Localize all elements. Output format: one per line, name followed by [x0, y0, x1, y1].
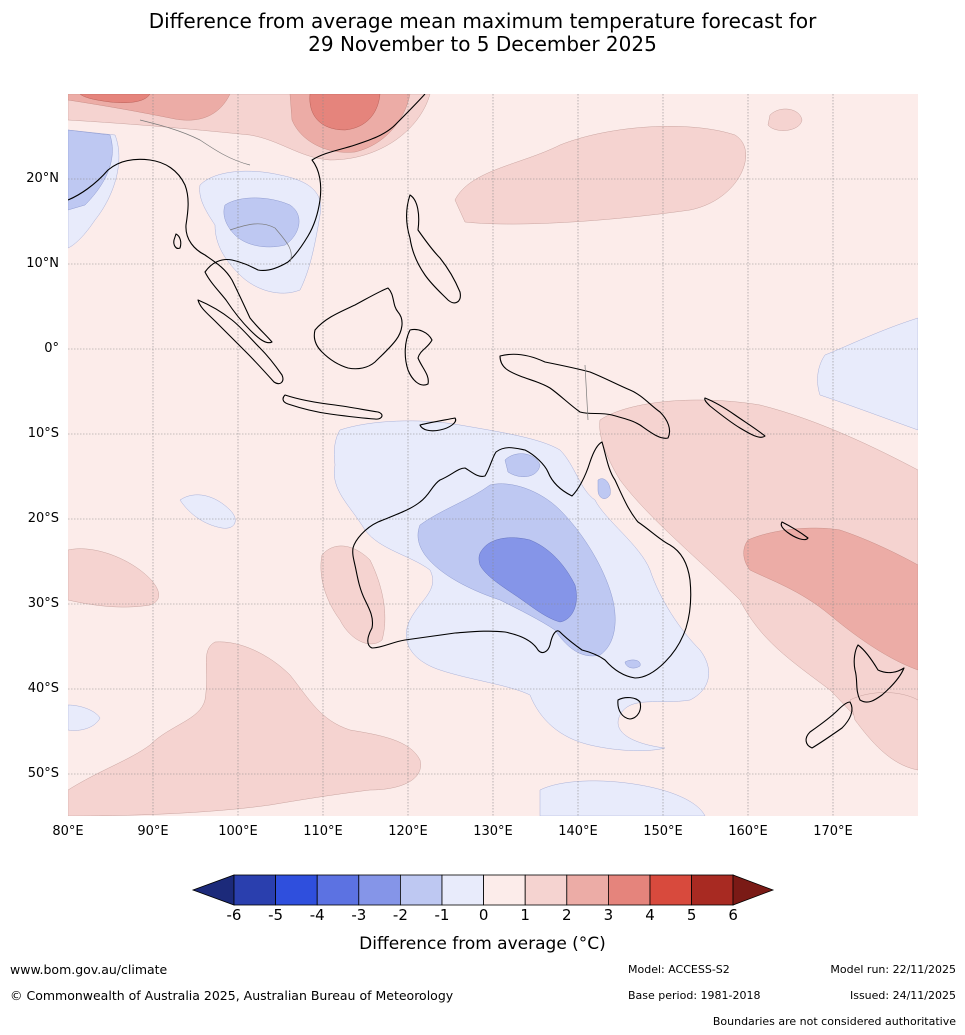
anomaly-1-to-2-east [849, 692, 918, 771]
anomaly-minus2-to-minus1-queensland [597, 478, 611, 499]
sumatra-coastline [197, 299, 284, 385]
tasmania-coastline [617, 697, 642, 720]
colorbar-tick-label: 4 [645, 906, 655, 924]
lon-label: 80°E [52, 824, 84, 839]
lat-label: 0° [44, 341, 59, 356]
colorbar-tick-label: -3 [351, 906, 367, 924]
anomaly-3-to-4-china [309, 94, 381, 131]
colorbar-tick-label: -5 [268, 906, 284, 924]
colorbar-tick-label: 5 [686, 906, 697, 924]
colorbar-segment [399, 874, 443, 906]
country-borders [139, 119, 589, 421]
lat-label: 50°S [27, 766, 59, 781]
new-caledonia-coastline [780, 521, 809, 541]
model-name: Model: ACCESS-S2 [628, 963, 730, 976]
colorbar-segment [608, 874, 651, 906]
borneo-coastline [313, 287, 403, 370]
philippines-coastline [406, 194, 461, 304]
forecast-map [68, 94, 918, 816]
new-zealand-south-coastline [805, 701, 853, 749]
graticule [68, 94, 918, 816]
anomaly-1-to-2-north-pacific [454, 126, 746, 225]
title-line-1: Difference from average mean maximum tem… [148, 9, 817, 33]
colorbar-segment [316, 874, 360, 906]
anomaly-minus1-to-0-pacific [817, 317, 918, 431]
anomaly-1-to-2-southern-ocean [68, 641, 421, 816]
new-zealand-north-coastline [853, 644, 905, 703]
sulawesi-coastline [404, 328, 433, 386]
anomaly-minus2-to-minus1-cape-york [504, 453, 541, 477]
colorbar-over-arrow [732, 874, 775, 906]
lat-label: 40°S [27, 681, 59, 696]
java-coastline [282, 394, 383, 420]
colorbar-tick-label: -1 [434, 906, 450, 924]
colorbar-tick-label: 3 [603, 906, 614, 924]
lon-label: 120°E [388, 824, 428, 839]
anomaly-1-to-2-indian-ocean [68, 548, 159, 608]
colorbar-segment [649, 874, 692, 906]
anomaly-minus2-to-minus1-tasmania [624, 659, 641, 669]
colorbar-segment [358, 874, 401, 906]
sri-lanka-coastline [173, 233, 182, 249]
colorbar-segment [483, 874, 526, 906]
lat-label: 10°S [27, 426, 59, 441]
lat-label: 20°S [27, 511, 59, 526]
timor-coastline [419, 417, 457, 432]
colorbar-label: Difference from average (°C) [359, 934, 606, 954]
anomaly-minus1-to-0-south-west [68, 704, 101, 731]
new-guinea-coastline [499, 353, 671, 439]
lat-label: 10°N [26, 256, 59, 271]
copyright: © Commonwealth of Australia 2025, Austra… [10, 988, 454, 1003]
lon-label: 100°E [218, 824, 258, 839]
title-line-2: 29 November to 5 December 2025 [308, 32, 657, 56]
model-run-date: Model run: 22/11/2025 [830, 963, 956, 976]
lon-label: 170°E [813, 824, 853, 839]
colorbar-tick-label: -4 [309, 906, 325, 924]
colorbar-tick-label: -6 [226, 906, 242, 924]
anomaly-1-to-2-coral-sea [599, 399, 918, 771]
colorbar-tick-label: -2 [392, 906, 408, 924]
colorbar-segment [524, 874, 568, 906]
colorbar-segment [566, 874, 609, 906]
colorbar-segment [275, 874, 318, 906]
lon-label: 130°E [473, 824, 513, 839]
anomaly-2-to-3-tasman [743, 527, 918, 671]
anomaly-minus1-to-0-southern [539, 780, 706, 816]
lat-label: 20°N [26, 171, 59, 186]
base-period: Base period: 1981-2018 [628, 989, 761, 1002]
solomon-islands-coastline [704, 397, 766, 438]
lon-label: 160°E [728, 824, 768, 839]
australia-coastline [352, 441, 692, 679]
colorbar-segment [691, 874, 734, 906]
lon-label: 90°E [137, 824, 169, 839]
issued-date: Issued: 24/11/2025 [849, 989, 956, 1002]
anomaly-3-to-4-north-west [79, 94, 151, 103]
anomaly-1-to-2-west-australia [320, 545, 386, 645]
colorbar-tick-label: 6 [728, 906, 738, 924]
colorbar-tick-label: 2 [562, 906, 572, 924]
colorbar-tick-label: 1 [520, 906, 530, 924]
lon-label: 140°E [558, 824, 598, 839]
website-url[interactable]: www.bom.gov.au/climate [10, 962, 168, 977]
lat-label: 30°S [27, 596, 59, 611]
anomaly-minus1-to-0-indian [179, 494, 236, 529]
lon-label: 110°E [303, 824, 343, 839]
colorbar-segment [441, 874, 484, 906]
colorbar-tick-label: 0 [478, 906, 489, 924]
lon-label: 150°E [643, 824, 683, 839]
map-title: Difference from average mean maximum tem… [0, 10, 965, 56]
colorbar-under-arrow [191, 874, 235, 906]
colorbar-segment [233, 874, 276, 906]
boundaries-disclaimer: Boundaries are not considered authoritat… [712, 1015, 956, 1028]
anomaly-minus2-to-minus1-bay-of-bengal [68, 129, 113, 211]
anomaly-minus3-to-minus2-central-australia [478, 537, 577, 623]
mainland-se-asia-coastline [68, 94, 426, 344]
anomaly-1-to-2-small-pacific [767, 108, 803, 131]
